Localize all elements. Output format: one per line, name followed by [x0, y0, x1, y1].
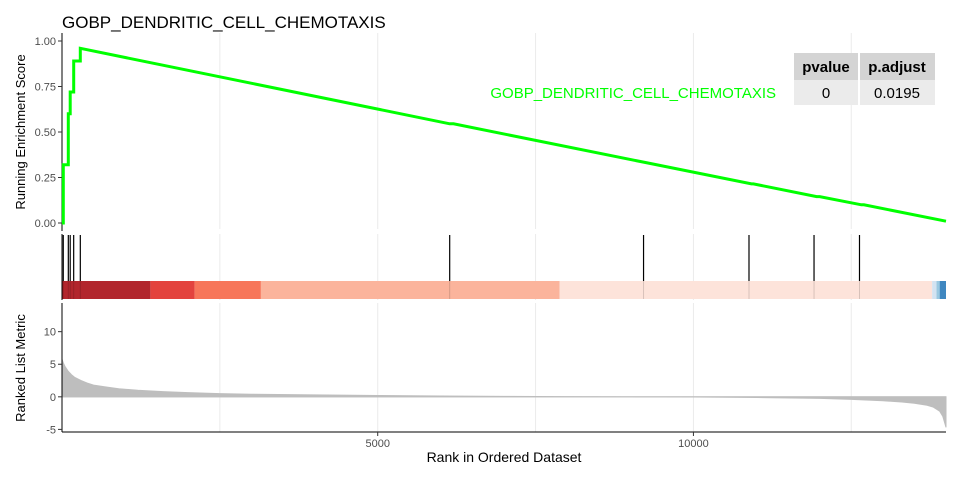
- rank-color-band: [62, 281, 946, 299]
- color-band-segment: [150, 281, 195, 299]
- enrichment-y-ticks: 0.00 0.25 0.50 0.75 1.00: [35, 36, 62, 230]
- table-cell-pvalue-bg: [794, 80, 858, 105]
- color-band-segment: [194, 281, 261, 299]
- table-header-padjust: p.adjust: [868, 59, 926, 76]
- chart-title: GOBP_DENDRITIC_CELL_CHEMOTAXIS: [62, 13, 386, 32]
- metric-y-ticks: -5 0 5 10: [44, 327, 62, 436]
- y-tick-label: 0.50: [35, 127, 56, 139]
- ranked-metric-area: [61, 358, 947, 428]
- color-band-segment: [932, 281, 937, 299]
- color-band-segment: [62, 281, 151, 299]
- enrichment-grid: [219, 33, 852, 229]
- y-tick-label: 0.25: [35, 173, 56, 185]
- table-cell-padjust-bg: [860, 80, 935, 105]
- y-tick-label: 1.00: [35, 36, 56, 48]
- y-tick-label: 5: [50, 359, 56, 371]
- color-band-segment: [939, 281, 946, 299]
- table-header-padjust-bg: [860, 53, 935, 80]
- color-band-segment: [936, 281, 940, 299]
- enrichment-y-axis-label: Running Enrichment Score: [13, 54, 28, 209]
- y-tick-label: 0.75: [35, 82, 56, 94]
- metric-area: [61, 358, 947, 428]
- x-axis-label: Rank in Ordered Dataset: [427, 449, 582, 465]
- metric-y-axis-label: Ranked List Metric: [13, 314, 28, 422]
- x-tick-label: 10000: [678, 438, 709, 450]
- y-tick-label: 10: [44, 327, 56, 339]
- series-label: GOBP_DENDRITIC_CELL_CHEMOTAXIS: [490, 85, 776, 102]
- gene-hit-marks: [62, 235, 861, 299]
- stats-table: pvalue p.adjust 0 0.0195: [794, 53, 935, 105]
- color-band-segment: [559, 281, 933, 299]
- table-cell-padjust: 0.0195: [874, 85, 920, 102]
- color-band-segment: [260, 281, 560, 299]
- metric-grid: [219, 303, 852, 432]
- y-tick-label: 0: [50, 392, 56, 404]
- running-enrichment-line: [61, 46, 947, 225]
- x-tick-label: 5000: [365, 438, 389, 450]
- table-header-pvalue: pvalue: [802, 59, 850, 76]
- metric-x-ticks: 5000 10000: [365, 432, 709, 450]
- table-header-pvalue-bg: [794, 53, 858, 80]
- table-cell-pvalue: 0: [822, 85, 830, 102]
- y-tick-label: 0.00: [35, 218, 56, 230]
- y-tick-label: -5: [46, 424, 56, 436]
- metric-axes: [61, 303, 946, 433]
